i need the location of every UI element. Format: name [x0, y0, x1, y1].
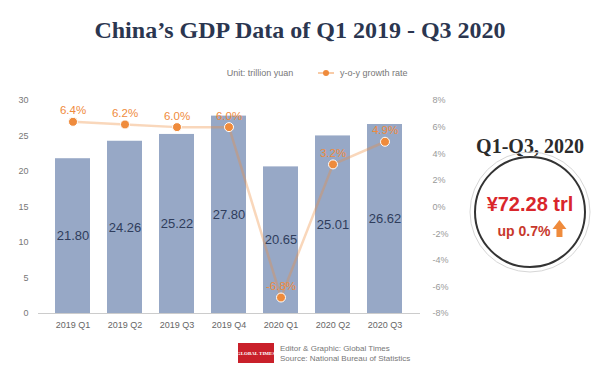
- svg-text:6.4%: 6.4%: [60, 104, 86, 116]
- svg-text:20.65: 20.65: [265, 232, 298, 247]
- svg-text:2020 Q3: 2020 Q3: [368, 320, 403, 330]
- svg-text:15: 15: [18, 202, 28, 212]
- svg-text:4.9%: 4.9%: [372, 124, 398, 136]
- svg-text:2020 Q2: 2020 Q2: [316, 320, 351, 330]
- svg-text:2019 Q2: 2019 Q2: [108, 320, 143, 330]
- svg-text:25.01: 25.01: [317, 217, 350, 232]
- svg-text:25: 25: [18, 131, 28, 141]
- svg-text:0: 0: [23, 308, 28, 318]
- svg-text:China’s GDP Data of Q1 2019 -: China’s GDP Data of Q1 2019 - Q3 2020: [94, 17, 505, 43]
- svg-text:GLOBAL TIMES: GLOBAL TIMES: [237, 351, 276, 356]
- svg-text:25.22: 25.22: [161, 216, 194, 231]
- svg-text:6.0%: 6.0%: [216, 110, 242, 122]
- svg-text:¥72.28 trl: ¥72.28 trl: [487, 193, 574, 215]
- svg-text:-6%: -6%: [433, 282, 449, 292]
- svg-text:6%: 6%: [433, 122, 446, 132]
- svg-text:y-o-y growth rate: y-o-y growth rate: [340, 68, 408, 78]
- svg-text:27.80: 27.80: [213, 207, 246, 222]
- svg-text:3.2%: 3.2%: [320, 147, 346, 159]
- svg-text:5: 5: [23, 273, 28, 283]
- svg-text:20: 20: [18, 166, 28, 176]
- svg-text:up 0.7%: up 0.7%: [498, 223, 551, 239]
- svg-text:2019 Q1: 2019 Q1: [56, 320, 91, 330]
- svg-text:2020 Q1: 2020 Q1: [264, 320, 299, 330]
- svg-text:0%: 0%: [433, 202, 446, 212]
- svg-text:8%: 8%: [433, 95, 446, 105]
- svg-text:6.0%: 6.0%: [164, 110, 190, 122]
- svg-text:-2%: -2%: [433, 229, 449, 239]
- svg-text:Source: National Bureau of Sta: Source: National Bureau of Statistics: [280, 354, 410, 363]
- svg-text:30: 30: [18, 95, 28, 105]
- svg-text:Q1-Q3, 2020: Q1-Q3, 2020: [476, 135, 584, 157]
- svg-text:21.80: 21.80: [57, 228, 90, 243]
- svg-text:Unit: trillion yuan: Unit: trillion yuan: [227, 68, 294, 78]
- svg-text:24.26: 24.26: [109, 220, 142, 235]
- svg-text:4%: 4%: [433, 149, 446, 159]
- svg-text:2019 Q3: 2019 Q3: [160, 320, 195, 330]
- svg-text:26.62: 26.62: [369, 211, 402, 226]
- svg-text:2%: 2%: [433, 175, 446, 185]
- svg-text:10: 10: [18, 237, 28, 247]
- svg-text:-6.8%: -6.8%: [266, 280, 296, 292]
- svg-text:2019 Q4: 2019 Q4: [212, 320, 247, 330]
- svg-text:6.2%: 6.2%: [112, 107, 138, 119]
- svg-text:Editor & Graphic: Global Times: Editor & Graphic: Global Times: [280, 344, 390, 353]
- svg-text:-8%: -8%: [433, 308, 449, 318]
- svg-text:-4%: -4%: [433, 255, 449, 265]
